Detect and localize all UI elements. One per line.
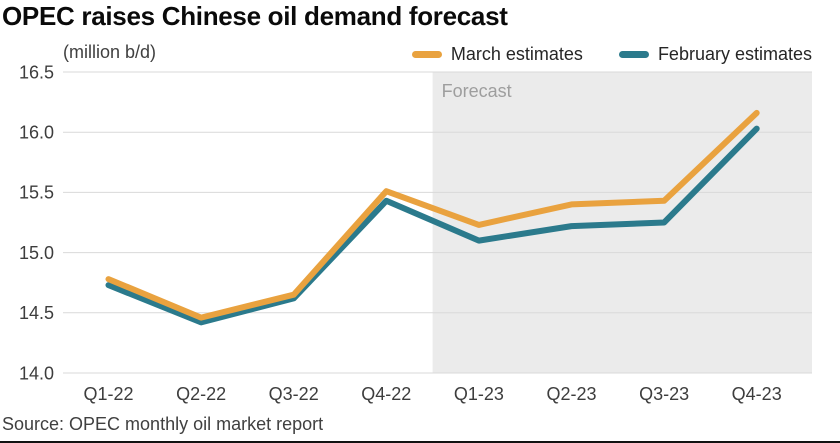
series-line-february-estimates (105, 125, 760, 326)
y-tick-label: 16.0 (19, 123, 54, 143)
forecast-label: Forecast (442, 81, 512, 101)
x-tick-label: Q4-23 (732, 384, 782, 404)
x-tick-label: Q1-23 (454, 384, 504, 404)
x-tick-label: Q2-23 (546, 384, 596, 404)
x-tick-label: Q3-22 (269, 384, 319, 404)
y-tick-label: 14.0 (19, 363, 54, 383)
x-tick-label: Q4-22 (361, 384, 411, 404)
legend-label-february: February estimates (657, 44, 812, 64)
series-line-march-estimates (105, 109, 760, 321)
chart-title: OPEC raises Chinese oil demand forecast (2, 1, 508, 31)
y-tick-label: 15.0 (19, 243, 54, 263)
source-note: Source: OPEC monthly oil market report (2, 414, 324, 434)
legend-item-february: February estimates (618, 44, 812, 65)
x-tick-label: Q1-22 (83, 384, 133, 404)
legend-item-march: March estimates (411, 44, 583, 65)
legend-swatch-february-icon (618, 51, 649, 58)
bottom-rule (0, 441, 840, 443)
x-tick-label: Q2-22 (176, 384, 226, 404)
y-tick-label: 14.5 (19, 303, 54, 323)
x-tick-label: Q3-23 (639, 384, 689, 404)
legend: March estimates February estimates (411, 44, 812, 65)
y-tick-label: 16.5 (19, 62, 54, 82)
unit-label: (million b/d) (63, 42, 157, 62)
legend-label-march: March estimates (450, 44, 583, 64)
legend-swatch-march-icon (411, 51, 442, 58)
y-tick-label: 15.5 (19, 183, 54, 203)
